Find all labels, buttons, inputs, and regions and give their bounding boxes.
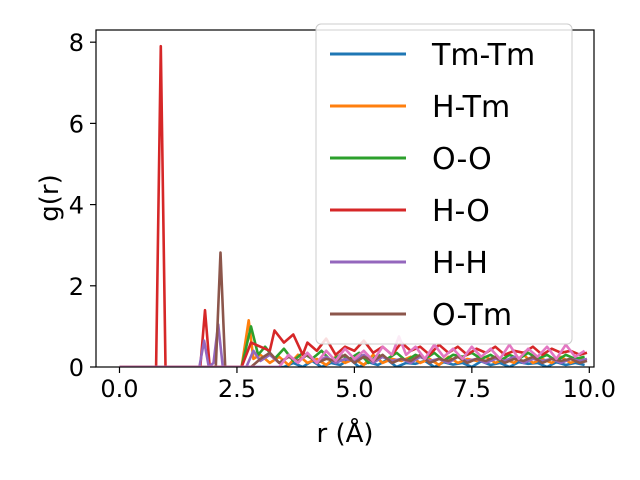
series-line-3	[119, 44, 588, 367]
legend-entry: H-H	[432, 246, 488, 281]
x-axis: 0.0 2.5 5.0 7.5 10.0	[100, 367, 616, 403]
legend-entry: O-O	[432, 142, 492, 177]
legend-entry: H-O	[432, 194, 490, 229]
x-tick-label: 0.0	[100, 375, 138, 403]
y-axis: 0 2 4 6 8	[69, 29, 96, 382]
y-tick-label: 0	[69, 354, 84, 382]
x-tick-label: 10.0	[563, 375, 616, 403]
legend: Tm-Tm H-Tm O-O H-O H-H O-Tm	[315, 23, 573, 345]
x-tick-label: 2.5	[218, 375, 256, 403]
series-line-6	[119, 335, 586, 367]
legend-entry: H-Tm	[432, 90, 510, 125]
y-axis-label: g(r)	[35, 174, 65, 221]
legend-entry: Tm-Tm	[431, 38, 535, 73]
y-tick-label: 2	[69, 273, 84, 301]
y-tick-label: 4	[69, 192, 84, 220]
x-tick-label: 5.0	[335, 375, 373, 403]
series-line-5	[119, 251, 588, 367]
x-tick-label: 7.5	[453, 375, 491, 403]
y-tick-label: 6	[69, 110, 84, 138]
legend-box	[315, 23, 573, 345]
series-layer	[119, 44, 588, 367]
y-tick-label: 8	[69, 29, 84, 57]
legend-entry: O-Tm	[432, 298, 512, 333]
x-axis-label: r (Å)	[316, 417, 373, 449]
